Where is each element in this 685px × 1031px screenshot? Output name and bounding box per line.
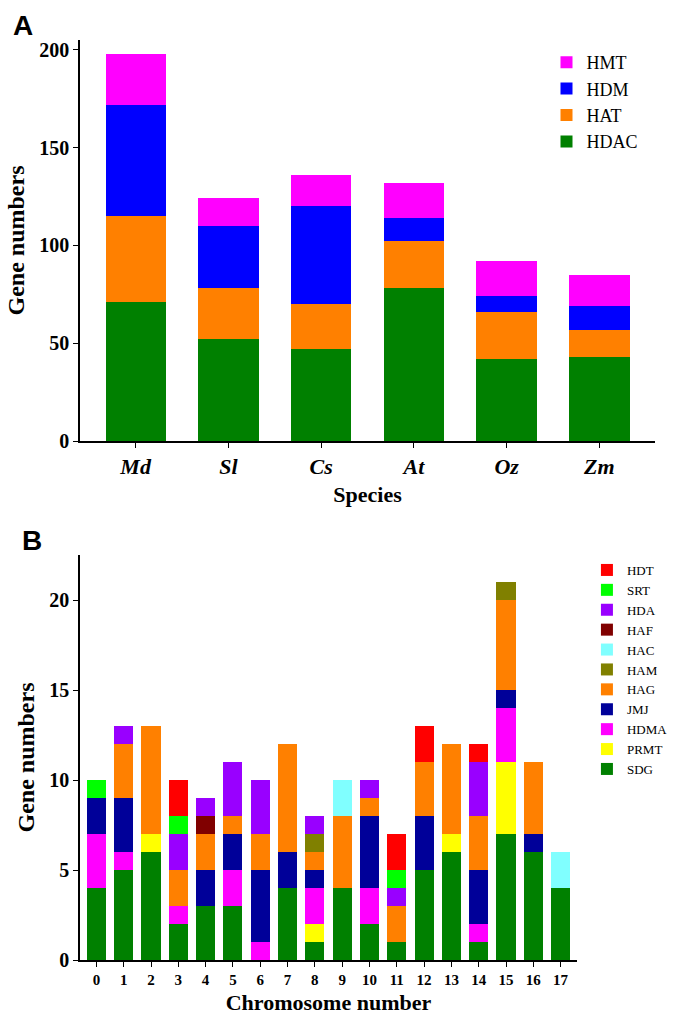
svg-text:Zm: Zm bbox=[583, 454, 615, 479]
svg-text:20: 20 bbox=[49, 589, 69, 611]
svg-text:200: 200 bbox=[39, 39, 69, 61]
svg-text:PRMT: PRMT bbox=[627, 742, 662, 757]
svg-text:8: 8 bbox=[311, 972, 319, 988]
svg-text:Md: Md bbox=[119, 454, 152, 479]
svg-text:Cs: Cs bbox=[310, 454, 333, 479]
svg-text:SDG: SDG bbox=[627, 762, 653, 777]
svg-text:Gene numbers: Gene numbers bbox=[3, 166, 29, 316]
svg-text:0: 0 bbox=[93, 972, 101, 988]
svg-text:5: 5 bbox=[59, 859, 69, 881]
svg-text:HDAC: HDAC bbox=[587, 132, 638, 152]
svg-text:7: 7 bbox=[284, 972, 292, 988]
svg-text:5: 5 bbox=[229, 972, 237, 988]
svg-text:4: 4 bbox=[202, 972, 210, 988]
svg-text:Species: Species bbox=[333, 482, 402, 507]
svg-text:13: 13 bbox=[444, 972, 459, 988]
svg-text:Sl: Sl bbox=[219, 454, 238, 479]
svg-text:1: 1 bbox=[120, 972, 128, 988]
svg-text:HDT: HDT bbox=[627, 563, 654, 578]
svg-text:150: 150 bbox=[39, 137, 69, 159]
svg-text:15: 15 bbox=[49, 679, 69, 701]
svg-text:JMJ: JMJ bbox=[627, 702, 649, 717]
svg-text:HAF: HAF bbox=[627, 623, 653, 638]
svg-text:Oz: Oz bbox=[494, 454, 519, 479]
svg-text:Gene numbers: Gene numbers bbox=[13, 683, 39, 833]
svg-text:14: 14 bbox=[471, 972, 487, 988]
svg-text:Chromosome number: Chromosome number bbox=[226, 990, 432, 1015]
svg-text:0: 0 bbox=[59, 430, 69, 452]
svg-text:B: B bbox=[22, 525, 42, 556]
svg-text:0: 0 bbox=[59, 949, 69, 971]
svg-text:HAT: HAT bbox=[587, 106, 622, 126]
svg-text:SRT: SRT bbox=[627, 583, 650, 598]
svg-text:HAG: HAG bbox=[627, 682, 655, 697]
svg-text:3: 3 bbox=[175, 972, 183, 988]
svg-text:HDA: HDA bbox=[627, 603, 656, 618]
svg-text:HMT: HMT bbox=[587, 53, 627, 73]
svg-text:100: 100 bbox=[39, 234, 69, 256]
svg-text:2: 2 bbox=[147, 972, 155, 988]
svg-text:HAC: HAC bbox=[627, 643, 654, 658]
svg-text:17: 17 bbox=[553, 972, 569, 988]
svg-text:16: 16 bbox=[526, 972, 542, 988]
svg-text:11: 11 bbox=[390, 972, 404, 988]
svg-text:A: A bbox=[13, 10, 33, 41]
svg-text:15: 15 bbox=[499, 972, 514, 988]
svg-text:10: 10 bbox=[362, 972, 377, 988]
svg-text:HDMA: HDMA bbox=[627, 722, 667, 737]
svg-text:At: At bbox=[401, 454, 425, 479]
svg-text:50: 50 bbox=[49, 332, 69, 354]
svg-text:6: 6 bbox=[256, 972, 264, 988]
svg-text:9: 9 bbox=[338, 972, 346, 988]
svg-text:HAM: HAM bbox=[627, 663, 658, 678]
svg-text:12: 12 bbox=[417, 972, 432, 988]
svg-text:HDM: HDM bbox=[587, 80, 629, 100]
svg-text:10: 10 bbox=[49, 769, 69, 791]
